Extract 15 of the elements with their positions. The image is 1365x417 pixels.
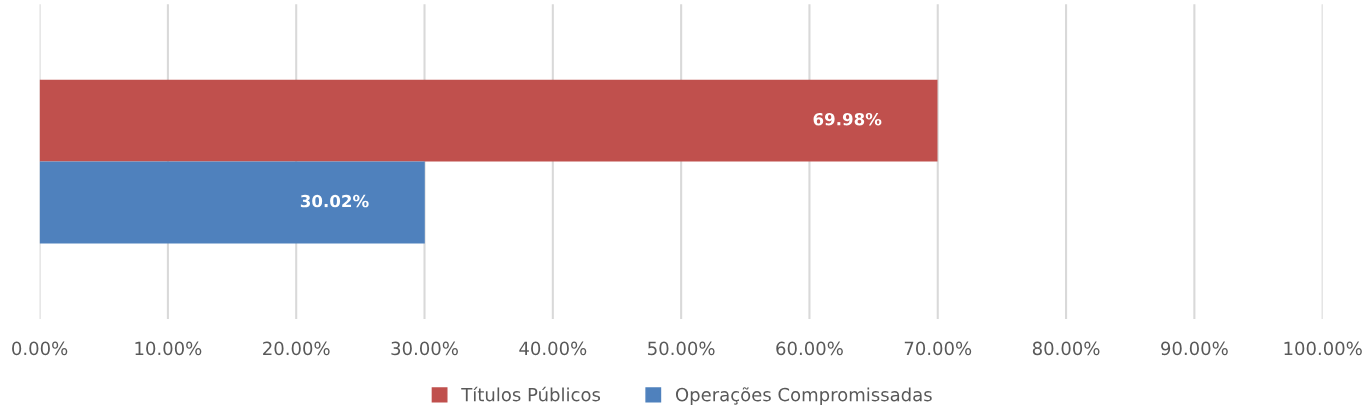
x-tick-label: 40.00%	[519, 341, 587, 356]
x-tick-label: 80.00%	[1032, 341, 1100, 356]
x-tick-label: 70.00%	[904, 341, 972, 356]
x-tick-label: 10.00%	[135, 341, 202, 356]
x-tick-label: 0.00%	[12, 341, 68, 356]
x-tick-label: 60.00%	[776, 341, 843, 356]
x-tick-label: 100.00%	[1284, 341, 1362, 356]
data-label: 30.02%	[300, 194, 369, 208]
x-tick-label: 30.00%	[391, 341, 458, 356]
legend-label: Títulos Públicos	[461, 386, 601, 402]
legend-label: Operações Compromissadas	[675, 387, 932, 405]
x-tick-label: 20.00%	[263, 341, 330, 356]
data-label: 69.98%	[813, 112, 882, 126]
x-tick-label: 90.00%	[1161, 341, 1228, 356]
x-tick-label: 50.00%	[648, 341, 715, 356]
